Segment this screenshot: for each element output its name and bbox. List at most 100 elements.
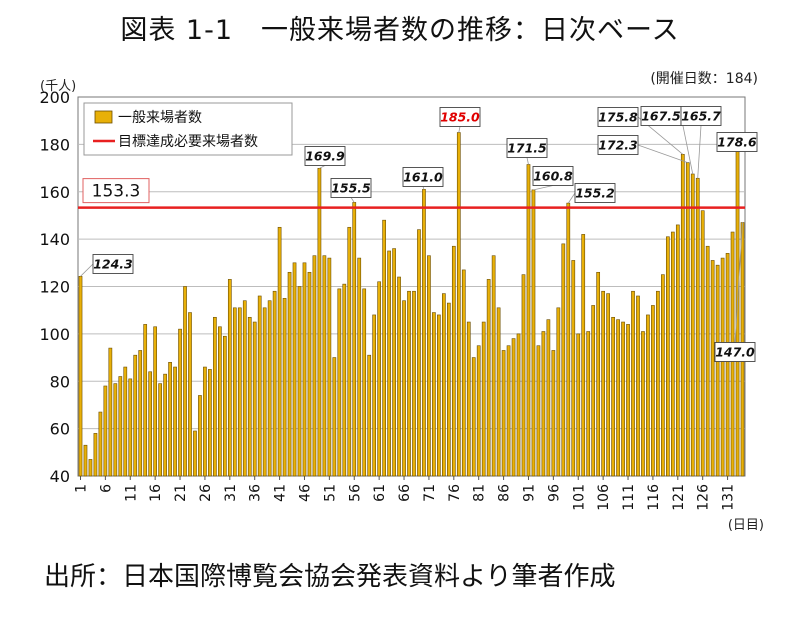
bar [422,189,426,477]
annotation-box [680,106,722,126]
bar [516,333,521,477]
bar [596,271,601,477]
bar [232,307,237,477]
bar [705,245,710,477]
bar [387,250,391,477]
bar [347,226,352,477]
target-label-box [82,178,150,204]
x-tick-label: 51 [322,484,338,502]
bar [317,168,322,477]
x-tick-label: 91 [521,484,537,502]
x-tick-label: 11 [123,484,139,502]
bar [213,316,217,477]
bar [397,276,401,477]
x-tick-label: 1 [73,484,89,493]
bar [427,255,431,477]
annotation-leader [458,126,461,133]
y-tick-label: 100 [39,325,70,344]
bar [322,255,327,477]
x-unit-label: (日目) [728,518,764,533]
bar [715,264,720,477]
bar [646,314,650,477]
bar [247,316,252,477]
bar [491,255,496,477]
bar [108,347,113,477]
source-note: 出所：日本国際博覧会協会発表資料より筆者作成 [44,562,616,592]
x-tick-label: 66 [397,484,413,502]
bar [183,286,187,477]
bar [526,164,531,477]
bar [551,350,556,477]
bar [656,290,660,477]
annotation-label: 169.9 [305,149,345,164]
bar [178,328,182,477]
bar [576,333,581,477]
bar [437,314,441,477]
annotation-label: 171.5 [507,141,547,156]
x-tick-label: 26 [198,484,214,502]
bar [113,383,118,477]
target-label: 153.3 [92,182,141,202]
bar [372,314,377,477]
bar [511,338,516,477]
bar [651,305,655,477]
bar [521,274,526,477]
bar [501,350,506,477]
bar [327,257,332,477]
annotation-leader [734,222,743,343]
bar [586,331,591,477]
annotation-label: 178.6 [717,135,757,150]
bar [133,354,138,477]
y-tick-label: 180 [39,135,70,154]
bar [670,231,675,477]
bar [690,173,695,477]
bar [83,444,88,477]
annotation-box [92,254,134,274]
annotation-box [574,183,616,203]
annotation-box [597,135,639,155]
bar [432,312,436,477]
bar [223,335,227,477]
annotation-box [506,138,548,158]
annotation-label: 161.0 [403,170,443,185]
bar [382,219,386,477]
y-tick-label: 160 [39,183,70,202]
bar [561,243,566,477]
bar [486,279,491,477]
annotation-leader [533,185,554,191]
bar [208,369,212,477]
bar [242,300,247,477]
bar [710,260,715,477]
bar [446,302,451,477]
x-tick-label: 86 [497,484,513,502]
bar [188,312,192,477]
annotation-leader [697,125,702,179]
bar [695,177,700,477]
bar [118,376,123,477]
bar [158,383,162,477]
bar [307,271,312,477]
y-tick-label: 60 [50,420,70,439]
bar [402,300,406,477]
legend-label-target: 目標達成必要来場者数 [118,134,258,150]
annotation-layer: 124.3 169.9 155.5 161.0 185.0 171.5 160.8155.2… [80,106,758,362]
y-tick-label: 140 [39,230,70,249]
x-tick-label: 106 [596,484,612,511]
bar [362,288,367,477]
target-layer: 153.3 [78,178,745,209]
bar [636,295,640,477]
y-tick-label: 40 [50,467,70,486]
annotation-leader [350,197,355,203]
bar [262,307,267,477]
bar [392,248,396,477]
bar [227,279,232,477]
legend-box [83,102,293,156]
annotation-label: 124.3 [93,257,133,272]
bar [148,371,153,477]
y-unit-label: (千人) [40,79,76,94]
x-tick-label: 76 [447,484,463,502]
bar [337,288,342,477]
annotation-leader [422,186,425,190]
